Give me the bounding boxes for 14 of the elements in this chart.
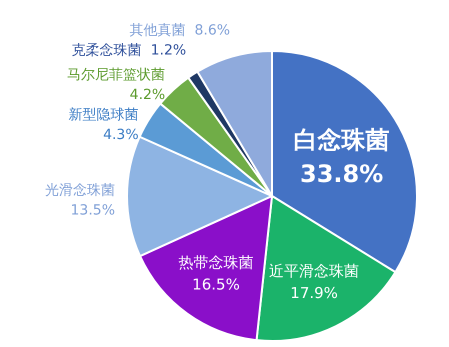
slice-label: 光滑念珠菌 bbox=[45, 182, 115, 198]
data-label: 4.3% bbox=[103, 126, 139, 143]
data-label: 16.5% bbox=[192, 276, 240, 294]
data-label: 13.5% bbox=[70, 202, 115, 218]
slice-label: 新型隐球菌 bbox=[68, 106, 139, 123]
slice-label: 近平滑念珠菌 bbox=[269, 262, 360, 280]
slice-label: 其他真菌 8.6% bbox=[130, 22, 230, 39]
slice-label: 白念珠菌 bbox=[294, 126, 390, 154]
slice-label: 热带念珠菌 bbox=[178, 254, 254, 272]
data-label: 4.2% bbox=[130, 86, 166, 103]
slice-label: 马尔尼菲篮状菌 bbox=[67, 66, 166, 83]
data-label: 33.8% bbox=[300, 160, 384, 188]
data-label: 17.9% bbox=[290, 284, 338, 302]
slice-label: 克柔念珠菌 1.2% bbox=[72, 42, 186, 59]
